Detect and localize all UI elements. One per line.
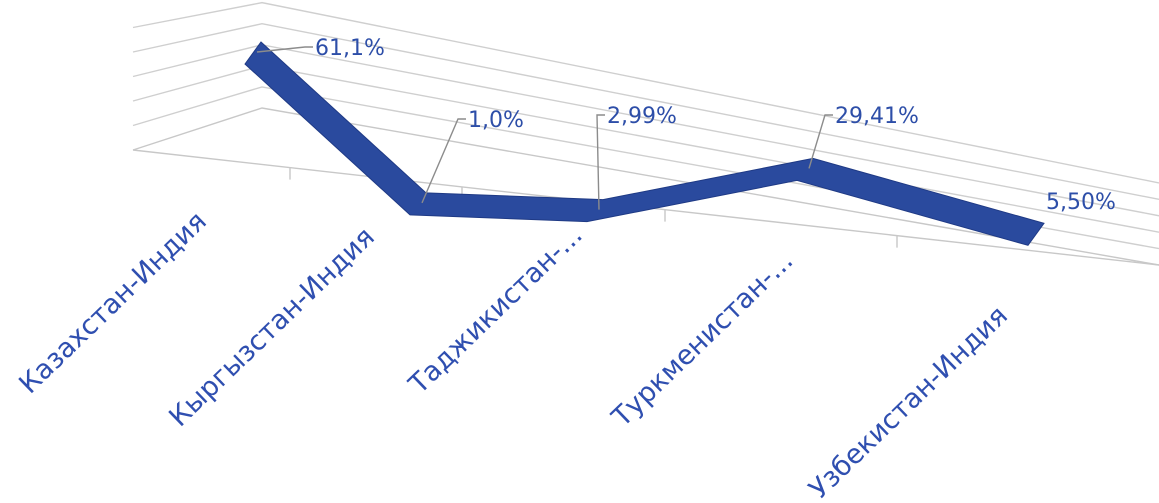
gridline xyxy=(132,1,1159,184)
data-label-leader xyxy=(808,114,833,169)
data-label-leader xyxy=(256,46,313,53)
x-axis-tick-label: Узбекистан-Индия xyxy=(803,300,1014,503)
data-label: 5,50% xyxy=(1046,190,1116,215)
x-axis-tick-label: Кыргызстан-Индия xyxy=(163,222,380,433)
series-ribbon xyxy=(244,41,1045,246)
data-label-leader xyxy=(596,114,605,210)
x-axis-tick-label: Таджикистан-... xyxy=(403,220,589,401)
x-axis-tick-label: Туркменистан-... xyxy=(606,245,800,434)
data-label: 61,1% xyxy=(315,36,385,61)
data-label: 2,99% xyxy=(607,104,677,129)
gridline xyxy=(132,23,1159,201)
floor-back-edge xyxy=(132,107,1159,266)
data-label: 29,41% xyxy=(835,104,919,129)
data-label: 1,0% xyxy=(468,108,524,133)
data-label-leader xyxy=(421,118,466,204)
x-axis-tick-label: Казахстан-Индия xyxy=(13,206,213,400)
